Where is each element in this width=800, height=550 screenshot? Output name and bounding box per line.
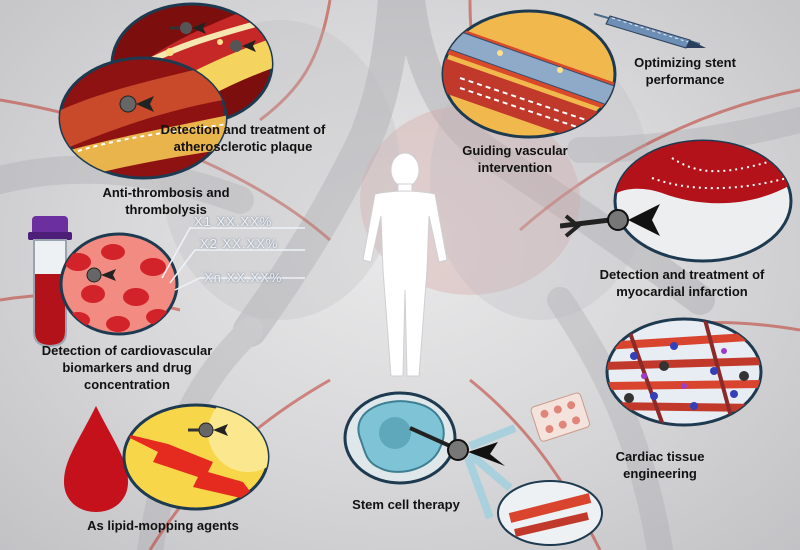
- plaque-vessel-image-2: [58, 56, 228, 180]
- biomarkers-label: Detection of cardiovascular biomarkers a…: [12, 342, 242, 393]
- readout-xn: Xn XX.XX%: [204, 270, 283, 285]
- cardiac-tissue-label-line-2: engineering: [623, 466, 697, 481]
- pill-blister-icon: [530, 392, 591, 442]
- stem-cell-image: [343, 391, 603, 546]
- biomarkers-label-line-2: biomarkers and drug: [62, 360, 192, 375]
- thrombosis-label-line-2: thrombolysis: [125, 202, 207, 217]
- cardiac-tissue-label-line-1: Cardiac tissue: [615, 449, 705, 464]
- stent-device-image: [593, 13, 706, 49]
- blood-drop-icon: [64, 406, 128, 512]
- stent-label: Optimizing stent performance: [620, 54, 750, 88]
- myocardial-label-line-1: Detection and treatment of: [599, 267, 765, 282]
- cardiac-tissue-image: [605, 317, 763, 427]
- lipid-image: [64, 403, 270, 512]
- biomarkers-label-line-1: Detection of cardiovascular: [41, 343, 213, 358]
- myocardial-label: Detection and treatment of myocardial in…: [572, 266, 792, 300]
- plaque-label-line-2: atherosclerotic plaque: [173, 139, 313, 154]
- blood-tube-icon: [28, 216, 72, 348]
- stent-label-line-1: Optimizing stent: [634, 55, 736, 70]
- stem-cell-label: Stem cell therapy: [352, 497, 460, 512]
- thrombosis-label: Anti-thrombosis and thrombolysis: [66, 184, 266, 218]
- lipid-label: As lipid-mopping agents: [87, 518, 239, 533]
- myocardial-image: [613, 139, 793, 263]
- vascular-label: Guiding vascular intervention: [440, 142, 590, 176]
- stent-label-line-2: performance: [645, 72, 725, 87]
- biomarkers-label-line-3: concentration: [84, 377, 170, 392]
- nanoparticle-arrow-icon: [170, 22, 206, 34]
- nanoparticle-arrow-icon: [230, 40, 256, 52]
- human-silhouette-icon: [362, 152, 448, 377]
- blood-cells-image: [59, 232, 179, 336]
- nanoparticle-arrow-icon: [86, 267, 116, 283]
- vascular-label-line-1: Guiding vascular: [462, 143, 568, 158]
- thrombosis-label-line-1: Anti-thrombosis and: [102, 185, 230, 200]
- cardiac-tissue-label: Cardiac tissue engineering: [600, 448, 720, 482]
- plaque-label-line-1: Detection and treatment of: [160, 122, 326, 137]
- nanoparticle-arrow-icon: [188, 422, 228, 438]
- plaque-label: Detection and treatment of atherosclerot…: [118, 121, 368, 155]
- nanoparticle-arrow-icon: [560, 204, 660, 238]
- readout-x1: X1 XX.XX%: [194, 214, 273, 229]
- readout-x2: X2 XX.XX%: [200, 236, 279, 251]
- readout-connectors: [161, 227, 305, 291]
- vascular-label-line-2: intervention: [477, 160, 553, 175]
- vascular-intervention-image: [441, 9, 617, 139]
- nanoparticle-arrow-icon: [119, 95, 154, 113]
- myocardial-label-line-2: myocardial infarction: [616, 284, 748, 299]
- nanoparticle-arrow-icon: [409, 426, 505, 466]
